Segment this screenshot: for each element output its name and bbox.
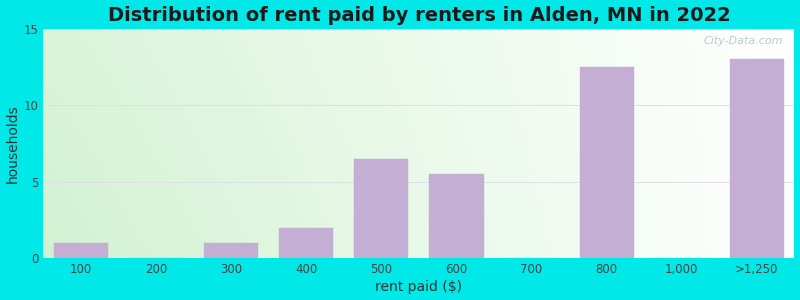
Bar: [204, 243, 258, 258]
Bar: [580, 67, 634, 258]
Title: Distribution of rent paid by renters in Alden, MN in 2022: Distribution of rent paid by renters in …: [107, 6, 730, 25]
X-axis label: rent paid ($): rent paid ($): [375, 280, 462, 294]
Bar: [354, 159, 409, 258]
Bar: [430, 174, 483, 258]
Bar: [730, 59, 784, 258]
Text: City-Data.com: City-Data.com: [704, 36, 783, 46]
Bar: [54, 243, 108, 258]
Y-axis label: households: households: [6, 104, 19, 183]
Bar: [279, 228, 334, 258]
